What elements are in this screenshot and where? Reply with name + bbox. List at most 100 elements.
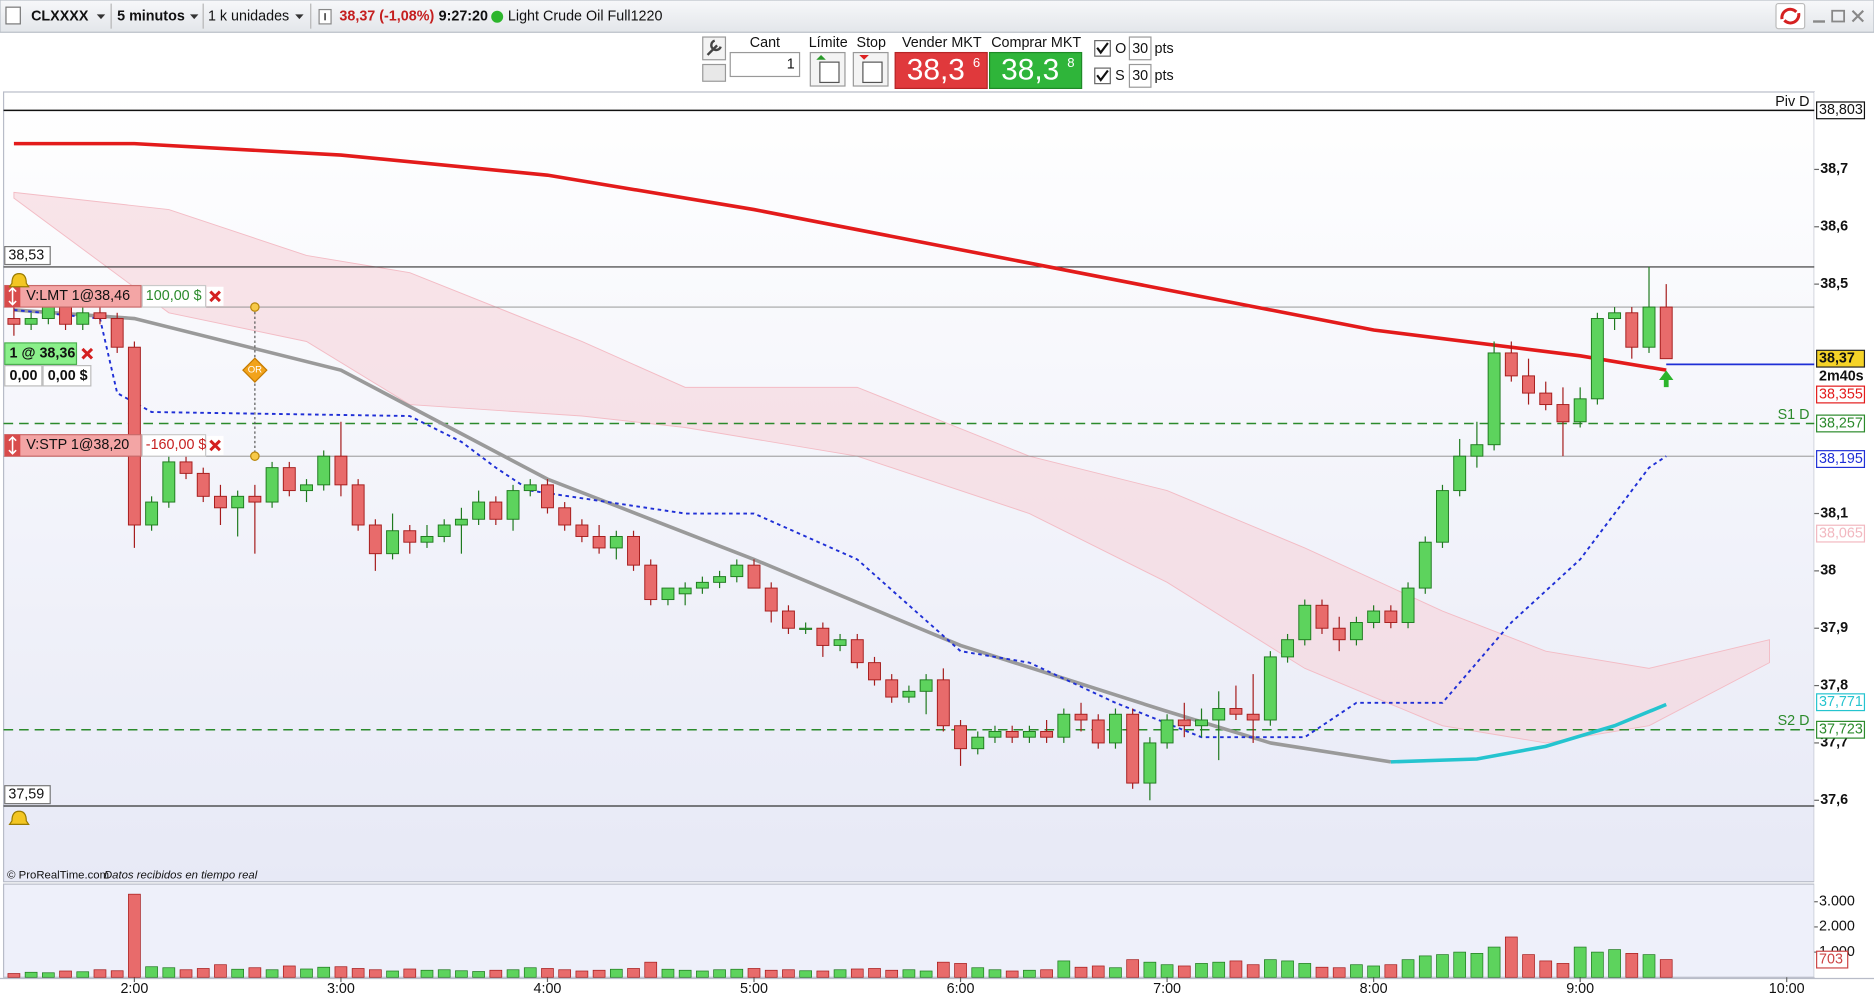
volume-bar — [1556, 963, 1570, 978]
sell-button[interactable] — [894, 51, 988, 90]
volume-bar — [919, 970, 933, 978]
candle-body — [885, 679, 899, 698]
y-tick-label: 38,6 — [1820, 219, 1848, 235]
volume-bar — [1453, 951, 1467, 978]
candle-body — [1195, 719, 1208, 727]
candle-body — [816, 627, 830, 646]
candle-body — [1367, 610, 1381, 623]
order-label[interactable]: V:STP 1@38,20 — [26, 437, 129, 453]
order-label[interactable]: V:LMT 1@38,46 — [26, 288, 130, 304]
candle-body — [59, 306, 73, 325]
candle-body — [1246, 713, 1260, 721]
cancel-icon[interactable] — [209, 439, 221, 452]
alert-bell[interactable] — [8, 272, 30, 288]
qty-input[interactable] — [729, 51, 801, 78]
sell-label: Vender MKT — [902, 35, 982, 51]
candle-body — [300, 484, 313, 492]
price-tag-label: 37,723 — [1819, 722, 1863, 738]
candle-body — [282, 467, 296, 492]
volume-bar — [971, 967, 985, 978]
volume-bar — [489, 969, 503, 978]
volume-bar — [300, 968, 313, 978]
volume-bar — [1504, 936, 1518, 978]
sell-price[interactable]: 38,3 — [907, 54, 965, 87]
buy-button[interactable] — [988, 51, 1083, 90]
pnl-box — [4, 365, 43, 387]
candle-body — [1108, 713, 1122, 744]
volume-bar — [954, 963, 967, 978]
order-handle[interactable] — [250, 302, 260, 312]
volume-bar — [196, 968, 210, 978]
candle-body — [454, 518, 468, 526]
volume-bar — [1642, 954, 1656, 978]
alert-bell[interactable] — [8, 810, 30, 825]
s-input[interactable] — [1128, 63, 1152, 88]
cancel-icon[interactable] — [81, 347, 94, 360]
x-tick-label: 5:00 — [740, 981, 768, 997]
candle-body — [833, 639, 847, 646]
sync-button[interactable] — [1775, 2, 1806, 30]
candle-body — [1590, 318, 1604, 400]
sync-icon — [1780, 7, 1801, 25]
candle-body — [730, 564, 744, 578]
qty-value[interactable]: 1 — [787, 56, 795, 72]
keyboard-button[interactable] — [702, 63, 727, 82]
pivot-name: Piv D — [1775, 94, 1809, 110]
symbol[interactable]: CLXXXX — [31, 9, 89, 25]
buy-price-digit[interactable]: 8 — [1067, 55, 1074, 70]
position-label[interactable]: 1 @ 38,36 — [10, 345, 76, 361]
order-pnl-box — [141, 284, 207, 308]
volume-bar — [1246, 964, 1260, 978]
volume-bar — [1109, 967, 1122, 978]
candle-body — [764, 587, 778, 612]
candle-body — [850, 639, 864, 664]
volume-bar — [179, 969, 193, 978]
s-pts[interactable]: 30 — [1132, 68, 1148, 84]
candle-body — [145, 501, 159, 526]
volume-bar — [988, 969, 1002, 978]
price-tag — [1816, 524, 1866, 543]
o-pts[interactable]: 30 — [1132, 41, 1148, 57]
order-handle[interactable] — [250, 451, 260, 461]
candle-body — [76, 312, 90, 325]
or-label: OR — [248, 365, 262, 376]
dropdown-arrow[interactable] — [295, 14, 304, 20]
maximize-button[interactable] — [1831, 9, 1846, 23]
volume-bar — [1436, 954, 1449, 978]
candle-body — [713, 576, 727, 583]
volume-bar — [1332, 967, 1346, 978]
timeframe[interactable]: 5 minutos — [117, 9, 185, 25]
candle-body — [609, 535, 623, 549]
volume-bar — [403, 968, 417, 978]
dropdown-arrow[interactable] — [190, 14, 199, 20]
candle-body — [592, 535, 606, 549]
s-unit: pts — [1155, 68, 1174, 84]
volume-bar — [1367, 965, 1380, 978]
candle-body — [1298, 604, 1312, 641]
volume-bar — [1608, 949, 1621, 978]
volume-tick-label: 3.000 — [1819, 894, 1855, 910]
candle-body — [1539, 392, 1553, 406]
close-button[interactable] — [1851, 9, 1865, 23]
x-tick-label: 7:00 — [1153, 981, 1181, 997]
sell-price-digit[interactable]: 6 — [973, 55, 980, 70]
symbol-icon[interactable] — [5, 6, 21, 25]
price-tag-label: 38,803 — [1819, 102, 1863, 118]
wrench-icon — [706, 39, 722, 56]
x-tick-label: 9:00 — [1566, 981, 1594, 997]
pivot-name: S2 D — [1778, 713, 1810, 729]
volume-bar — [1023, 969, 1036, 978]
units[interactable]: 1 k unidades — [208, 9, 289, 25]
position-box[interactable] — [4, 342, 78, 366]
drag-arrows — [8, 435, 17, 455]
copyright: © ProRealTime.com — [7, 870, 109, 882]
volume-bar — [231, 968, 244, 978]
candle-body — [403, 530, 417, 543]
cancel-icon[interactable] — [209, 290, 221, 303]
buy-price[interactable]: 38,3 — [1001, 54, 1059, 87]
dropdown-arrow[interactable] — [96, 14, 106, 20]
candle-body — [1212, 708, 1226, 721]
o-input[interactable] — [1128, 36, 1152, 61]
candle-body — [1315, 604, 1329, 629]
range-label-box — [4, 246, 51, 266]
